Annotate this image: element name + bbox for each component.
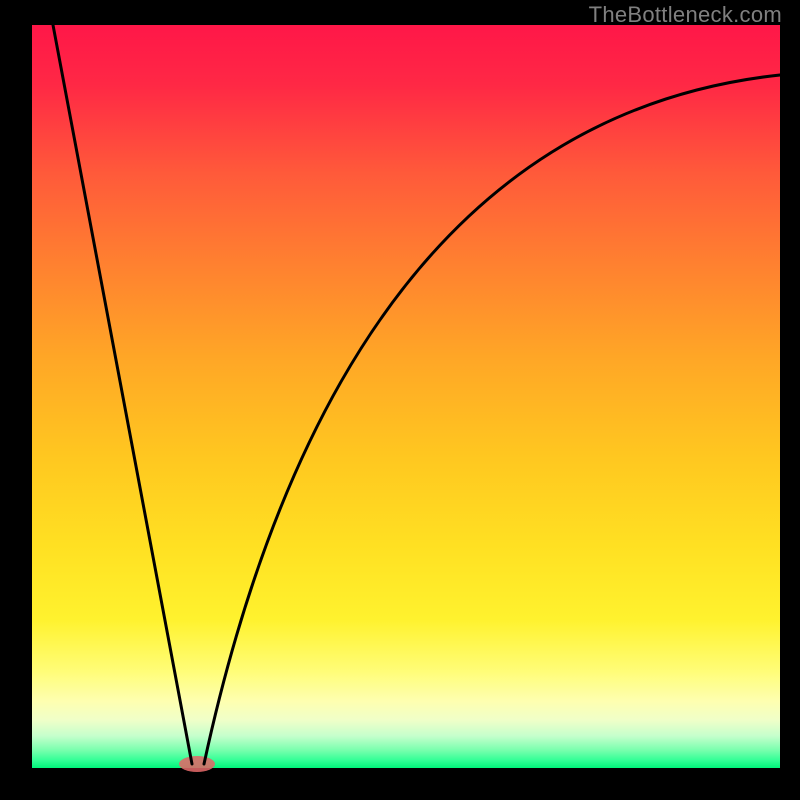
chart-root: TheBottleneck.com <box>0 0 800 800</box>
bottleneck-chart <box>0 0 800 800</box>
vertex-marker <box>179 756 215 772</box>
heat-gradient-bg <box>32 25 780 768</box>
watermark-label: TheBottleneck.com <box>589 2 782 28</box>
